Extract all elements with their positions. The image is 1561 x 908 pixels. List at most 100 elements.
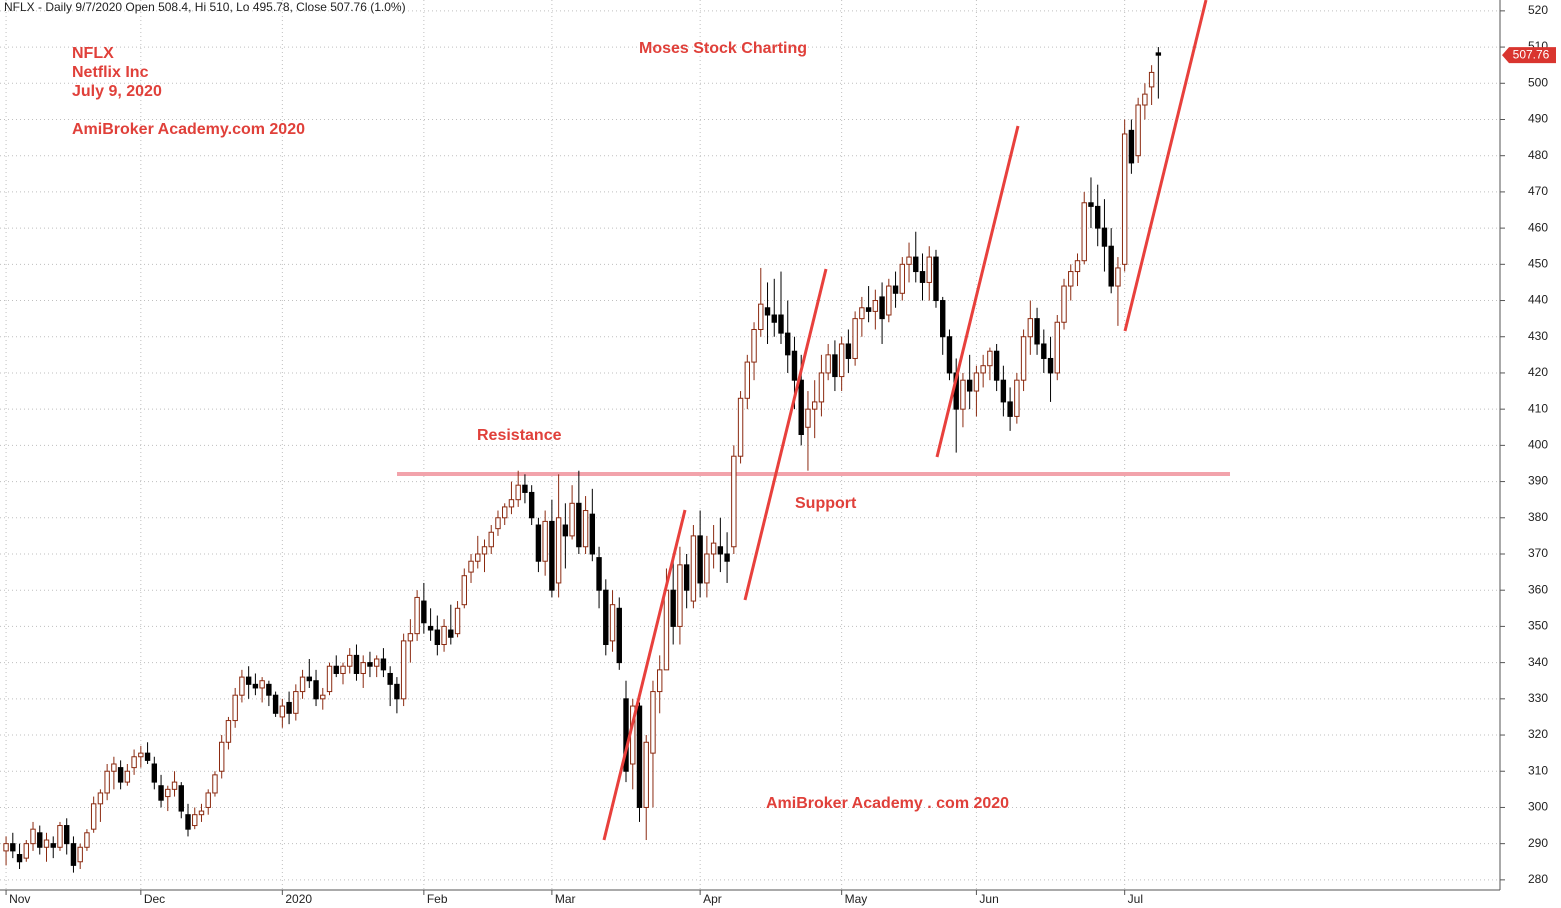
- candle-body: [165, 788, 171, 798]
- candle-body: [70, 843, 77, 866]
- candle-body: [899, 263, 905, 294]
- annotation: NFLX: [72, 45, 114, 62]
- y-tick-label: 400: [1528, 438, 1548, 452]
- candle-body: [326, 665, 333, 693]
- y-tick-label: 380: [1528, 510, 1548, 524]
- candle-body: [421, 600, 427, 624]
- annotation: AmiBroker Academy . com 2020: [766, 795, 1009, 812]
- x-tick-label: Jul: [1128, 892, 1143, 906]
- last-price-label: 507.76: [1513, 47, 1550, 61]
- candle-body: [805, 408, 811, 428]
- candle-body: [414, 596, 420, 635]
- candle-body: [144, 752, 151, 761]
- annotation: Resistance: [477, 427, 562, 444]
- candle-body: [636, 705, 643, 808]
- candle-body: [1115, 267, 1121, 287]
- x-tick-label: Feb: [427, 892, 448, 906]
- candle-body: [178, 785, 184, 812]
- candle-body: [171, 781, 178, 790]
- candle-body: [528, 491, 535, 519]
- candle-body: [616, 607, 622, 664]
- candle-body: [185, 814, 191, 830]
- candle-body: [670, 589, 676, 627]
- candle-body: [724, 553, 730, 562]
- annotation: Moses Stock Charting: [639, 40, 807, 57]
- candle-body: [245, 676, 252, 685]
- y-tick-label: 310: [1528, 763, 1548, 777]
- annotation: July 9, 2020: [72, 83, 162, 100]
- candle-body: [731, 455, 737, 548]
- candle-body: [1148, 71, 1155, 88]
- candle-body: [434, 629, 441, 646]
- candle-body: [340, 665, 346, 674]
- candle-body: [859, 307, 865, 320]
- candle-body: [690, 535, 697, 602]
- candle-body: [906, 256, 912, 265]
- candle-body: [818, 372, 825, 403]
- y-tick-label: 330: [1528, 691, 1548, 705]
- y-tick-label: 490: [1528, 112, 1548, 126]
- candle-body: [946, 336, 953, 374]
- candle-body: [987, 350, 993, 367]
- candle-body: [1054, 321, 1060, 374]
- y-tick-label: 410: [1528, 401, 1548, 415]
- candle-body: [198, 810, 205, 816]
- candle-body: [448, 629, 454, 638]
- candle-body: [1007, 401, 1013, 417]
- candle-body: [650, 691, 656, 754]
- candle-body: [293, 691, 299, 714]
- candle-body: [845, 343, 852, 359]
- candle-body: [16, 854, 23, 863]
- candle-body: [468, 560, 474, 573]
- candle-body: [744, 361, 751, 399]
- candle-body: [535, 524, 542, 562]
- candle-body: [367, 662, 373, 667]
- y-tick-label: 420: [1528, 365, 1548, 379]
- candle-body: [657, 669, 663, 693]
- y-tick-label: 360: [1528, 582, 1548, 596]
- candle-body: [1088, 202, 1094, 207]
- candle-body: [252, 683, 259, 689]
- x-tick-label: 2020: [285, 892, 312, 906]
- candle-body: [785, 332, 791, 356]
- candle-body: [993, 350, 1000, 381]
- candle-body: [218, 741, 225, 772]
- candle-body: [522, 484, 528, 493]
- candle-body: [966, 379, 973, 392]
- candle-body: [562, 524, 569, 537]
- candle-body: [205, 792, 211, 808]
- candle-body: [704, 553, 710, 584]
- candle-body: [50, 843, 56, 848]
- x-tick-label: Dec: [144, 892, 165, 906]
- candle-body: [495, 517, 501, 530]
- x-tick-label: Apr: [703, 892, 722, 906]
- candle-body: [926, 256, 932, 283]
- candle-body: [353, 654, 360, 674]
- candle-body: [1047, 357, 1054, 374]
- candle-body: [778, 314, 784, 334]
- candle-body: [333, 665, 339, 674]
- candle-body: [266, 683, 272, 696]
- chart-title: NFLX - Daily 9/7/2020 Open 508.4, Hi 510…: [4, 0, 406, 14]
- candle-body: [481, 546, 488, 555]
- candle-body: [717, 546, 724, 555]
- candle-body: [454, 607, 461, 635]
- x-tick-label: Jun: [979, 892, 998, 906]
- candle-body: [117, 767, 124, 783]
- candle-body: [960, 379, 966, 410]
- candle-body: [151, 763, 158, 783]
- candle-body: [838, 343, 845, 378]
- candle-body: [1027, 318, 1034, 338]
- last-price-marker: [1502, 47, 1556, 64]
- candle-body: [913, 256, 919, 273]
- y-tick-label: 350: [1528, 619, 1548, 633]
- candle-body: [811, 401, 818, 410]
- candle-body: [576, 502, 582, 548]
- candle-body: [555, 517, 562, 584]
- candle-body: [286, 701, 292, 714]
- candle-body: [1041, 343, 1047, 359]
- candle-body: [259, 680, 265, 689]
- candle-body: [872, 300, 879, 312]
- candle-body: [97, 792, 104, 805]
